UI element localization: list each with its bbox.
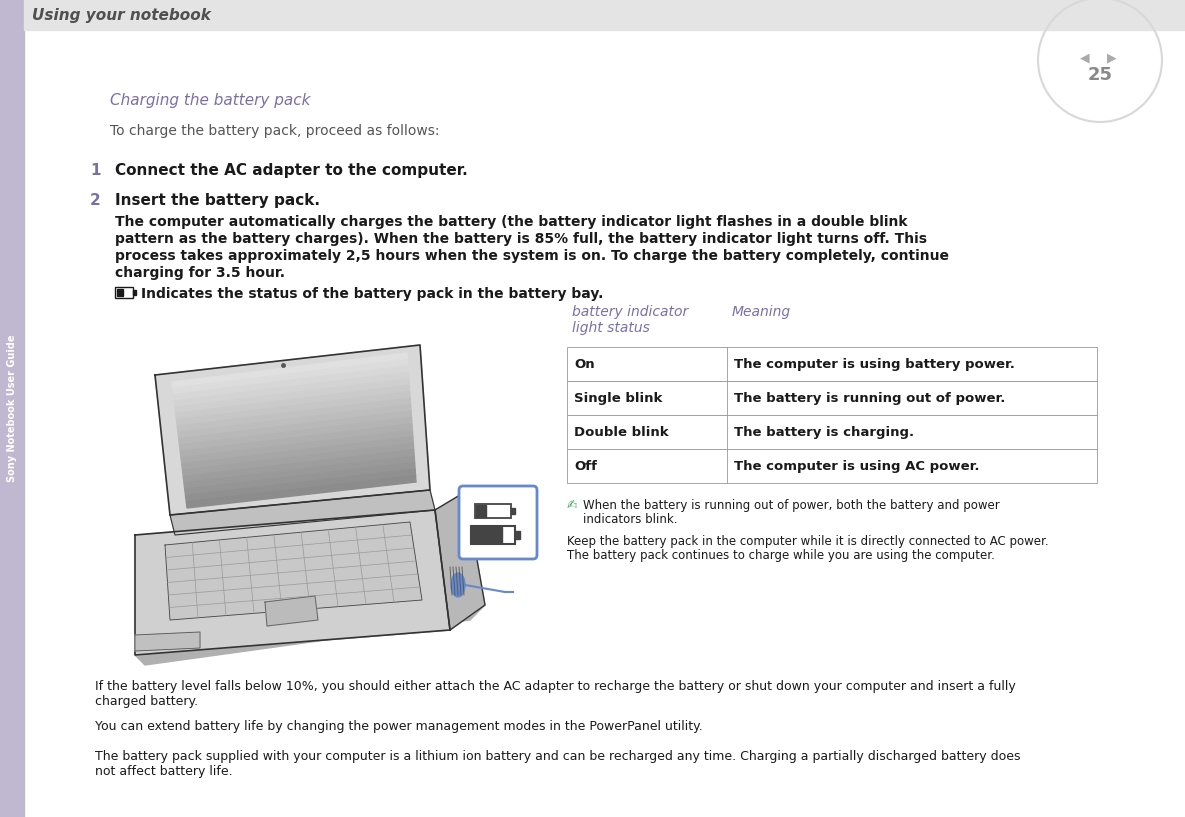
Polygon shape <box>135 605 485 665</box>
Text: ▶: ▶ <box>1107 51 1116 65</box>
Text: ✍: ✍ <box>566 499 577 512</box>
Polygon shape <box>186 475 416 508</box>
Polygon shape <box>175 379 409 413</box>
Text: light status: light status <box>572 321 649 335</box>
Bar <box>472 527 502 543</box>
Text: Single blink: Single blink <box>574 391 662 404</box>
Bar <box>515 531 520 539</box>
Bar <box>566 449 1097 483</box>
Text: Insert the battery pack.: Insert the battery pack. <box>115 193 320 208</box>
Polygon shape <box>173 366 409 401</box>
Bar <box>566 381 1097 415</box>
Polygon shape <box>155 345 430 515</box>
Bar <box>133 290 136 295</box>
Polygon shape <box>169 490 435 535</box>
Text: The computer automatically charges the battery (the battery indicator light flas: The computer automatically charges the b… <box>115 215 908 229</box>
Text: The battery pack continues to charge while you are using the computer.: The battery pack continues to charge whi… <box>566 549 995 562</box>
Text: Indicates the status of the battery pack in the battery bay.: Indicates the status of the battery pack… <box>141 287 603 301</box>
Polygon shape <box>165 522 422 620</box>
Polygon shape <box>175 386 410 420</box>
Bar <box>475 504 511 518</box>
Text: The battery is running out of power.: The battery is running out of power. <box>734 391 1005 404</box>
Text: If the battery level falls below 10%, you should either attach the AC adapter to: If the battery level falls below 10%, yo… <box>95 680 1016 693</box>
Bar <box>566 347 1097 381</box>
Text: Keep the battery pack in the computer while it is directly connected to AC power: Keep the battery pack in the computer wh… <box>566 535 1049 548</box>
FancyBboxPatch shape <box>459 486 537 559</box>
Text: Charging the battery pack: Charging the battery pack <box>110 93 310 108</box>
Text: not affect battery life.: not affect battery life. <box>95 765 232 778</box>
Polygon shape <box>181 437 414 471</box>
Polygon shape <box>180 424 412 458</box>
Text: The computer is using battery power.: The computer is using battery power. <box>734 358 1014 370</box>
Polygon shape <box>181 431 412 464</box>
Bar <box>566 415 1097 449</box>
Text: Connect the AC adapter to the computer.: Connect the AC adapter to the computer. <box>115 163 468 178</box>
Bar <box>115 287 133 298</box>
Polygon shape <box>178 398 410 432</box>
Bar <box>117 289 123 296</box>
Text: Off: Off <box>574 459 597 472</box>
Polygon shape <box>173 359 408 395</box>
Polygon shape <box>435 492 485 630</box>
Text: indicators blink.: indicators blink. <box>583 513 678 526</box>
Polygon shape <box>184 449 415 483</box>
Text: Using your notebook: Using your notebook <box>32 7 211 23</box>
Text: ◀: ◀ <box>1081 51 1090 65</box>
Bar <box>0 0 24 817</box>
Text: pattern as the battery charges). When the battery is 85% full, the battery indic: pattern as the battery charges). When th… <box>115 232 927 246</box>
Text: Double blink: Double blink <box>574 426 668 439</box>
Text: 2: 2 <box>90 193 101 208</box>
Bar <box>24 0 1185 30</box>
Text: Meaning: Meaning <box>732 305 792 319</box>
Text: The battery is charging.: The battery is charging. <box>734 426 914 439</box>
Polygon shape <box>174 373 409 407</box>
Bar <box>511 508 515 514</box>
Ellipse shape <box>451 573 465 597</box>
Polygon shape <box>135 632 200 651</box>
Polygon shape <box>186 469 416 502</box>
Text: charging for 3.5 hour.: charging for 3.5 hour. <box>115 266 286 280</box>
Polygon shape <box>178 404 411 439</box>
Polygon shape <box>184 456 415 489</box>
Polygon shape <box>172 353 408 388</box>
Text: battery indicator: battery indicator <box>572 305 688 319</box>
Polygon shape <box>179 417 412 451</box>
Text: When the battery is running out of power, both the battery and power: When the battery is running out of power… <box>583 499 1000 512</box>
Text: Sony Notebook User Guide: Sony Notebook User Guide <box>7 334 17 482</box>
Polygon shape <box>182 444 414 476</box>
Text: 25: 25 <box>1088 66 1113 84</box>
Text: You can extend battery life by changing the power management modes in the PowerP: You can extend battery life by changing … <box>95 720 703 733</box>
Polygon shape <box>265 596 318 626</box>
Polygon shape <box>179 411 411 445</box>
Text: To charge the battery pack, proceed as follows:: To charge the battery pack, proceed as f… <box>110 124 440 138</box>
Polygon shape <box>135 510 450 655</box>
Polygon shape <box>177 391 410 426</box>
Bar <box>476 505 486 517</box>
Text: On: On <box>574 358 595 370</box>
Text: charged battery.: charged battery. <box>95 695 198 708</box>
Bar <box>470 526 515 544</box>
Text: process takes approximately 2,5 hours when the system is on. To charge the batte: process takes approximately 2,5 hours wh… <box>115 249 949 263</box>
Polygon shape <box>185 462 415 495</box>
Text: 1: 1 <box>90 163 101 178</box>
Text: The computer is using AC power.: The computer is using AC power. <box>734 459 980 472</box>
Text: The battery pack supplied with your computer is a lithium ion battery and can be: The battery pack supplied with your comp… <box>95 750 1020 763</box>
